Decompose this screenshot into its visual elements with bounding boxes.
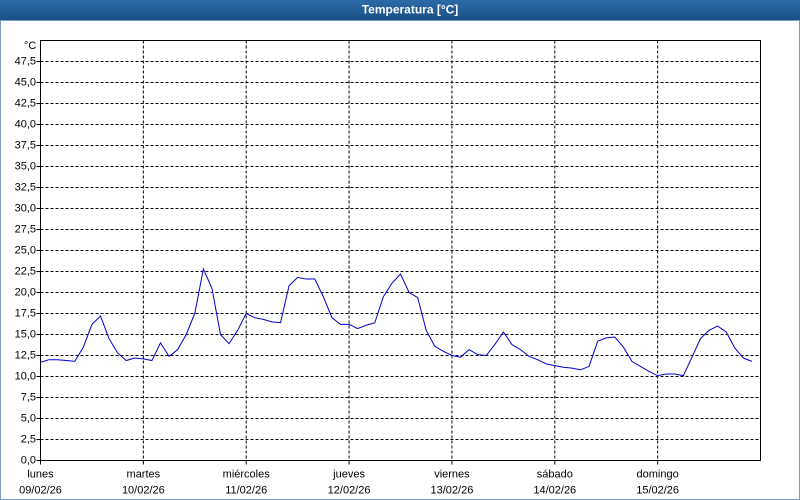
x-tick-date: 09/02/26 [19,484,62,496]
y-unit: °C [24,40,36,52]
x-tick-label: sábado [537,468,573,480]
title-bar [0,0,800,20]
chart-title: Temperatura [°C] [362,3,459,17]
y-tick-label: 0,0 [21,454,36,466]
y-tick-label: 2,5 [21,433,36,445]
y-tick-label: 47,5 [15,55,36,67]
y-tick-label: 12,5 [15,349,36,361]
x-tick-date: 14/02/26 [533,484,576,496]
x-tick-label: viernes [434,468,470,480]
y-tick-label: 10,0 [15,370,36,382]
y-tick-label: 30,0 [15,202,36,214]
y-tick-label: 15,0 [15,328,36,340]
y-tick-label: 7,5 [21,391,36,403]
x-tick-date: 15/02/26 [636,484,679,496]
x-tick-date: 13/02/26 [431,484,474,496]
window-border [0,20,800,500]
temperature-line [40,267,753,377]
y-tick-label: 22,5 [15,265,36,277]
y-tick-label: 25,0 [15,244,36,256]
x-tick-label: domingo [637,468,679,480]
y-tick-label: 35,0 [15,160,36,172]
x-tick-date: 10/02/26 [122,484,165,496]
y-tick-label: 45,0 [15,76,36,88]
y-tick-label: 27,5 [15,223,36,235]
y-tick-label: 32,5 [15,181,36,193]
x-tick-date: 12/02/26 [328,484,371,496]
y-tick-label: 17,5 [15,307,36,319]
y-tick-label: 40,0 [15,118,36,130]
y-tick-label: 42,5 [15,97,36,109]
x-tick-label: jueves [332,468,365,480]
y-tick-label: 20,0 [15,286,36,298]
x-tick-label: miércoles [223,468,271,480]
x-tick-label: martes [127,468,161,480]
y-tick-label: 5,0 [21,412,36,424]
x-tick-date: 11/02/26 [225,484,267,496]
y-tick-label: 37,5 [15,139,36,151]
x-tick-label: lunes [27,468,54,480]
